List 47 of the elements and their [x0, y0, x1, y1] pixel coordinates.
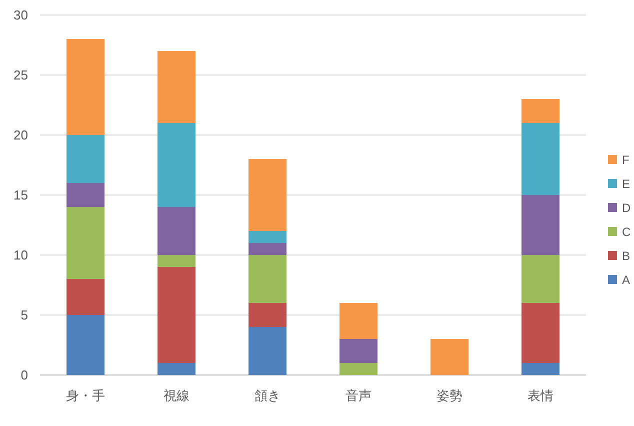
x-tick-label: 頷き	[254, 388, 280, 403]
y-tick-label: 0	[20, 368, 28, 382]
bar	[522, 195, 560, 255]
bar	[158, 51, 196, 123]
y-tick-label: 5	[20, 308, 28, 322]
bar	[340, 339, 378, 363]
bar	[66, 135, 104, 183]
bar	[248, 327, 286, 375]
bar	[248, 255, 286, 303]
x-tick-label: 視線	[164, 388, 190, 403]
bar	[158, 207, 196, 255]
legend-label: C	[622, 225, 631, 239]
legend-label: F	[622, 153, 630, 167]
y-tick-label: 10	[14, 248, 28, 262]
y-tick-label: 30	[14, 8, 28, 22]
x-tick-label: 表情	[528, 388, 554, 403]
bar	[522, 99, 560, 123]
bar	[430, 339, 468, 375]
bar	[248, 159, 286, 231]
legend-label: D	[622, 201, 631, 215]
x-tick-label: 音声	[346, 388, 372, 403]
bar	[248, 243, 286, 255]
bar	[66, 207, 104, 279]
bar	[158, 123, 196, 207]
bar	[522, 123, 560, 195]
bar	[66, 183, 104, 207]
y-tick-label: 25	[14, 68, 28, 82]
legend-label: B	[622, 249, 630, 263]
bar	[158, 267, 196, 363]
x-tick-label: 身・手	[66, 388, 105, 403]
bar	[340, 303, 378, 339]
legend-label: E	[622, 177, 630, 191]
bar	[66, 39, 104, 135]
bar	[340, 363, 378, 375]
bar	[522, 255, 560, 303]
bar	[66, 279, 104, 315]
bar	[158, 363, 196, 375]
bar	[522, 363, 560, 375]
y-tick-label: 15	[14, 188, 28, 202]
bar	[66, 315, 104, 375]
bar	[158, 255, 196, 267]
bar	[248, 303, 286, 327]
x-tick-label: 姿勢	[436, 388, 462, 403]
legend-label: A	[622, 273, 630, 287]
y-tick-label: 20	[14, 128, 28, 142]
bar	[522, 303, 560, 363]
bar	[248, 231, 286, 243]
